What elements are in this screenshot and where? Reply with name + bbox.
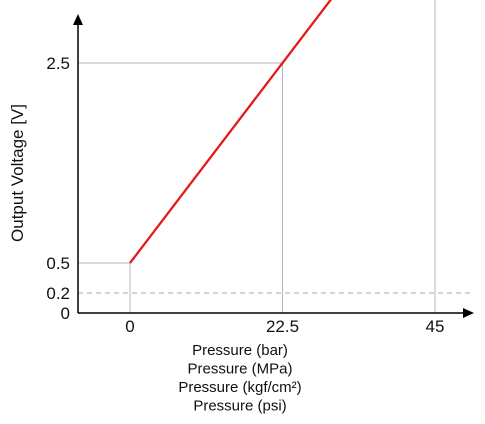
x-tick-label: 22.5 <box>266 317 299 336</box>
x-tick-label: 0 <box>125 317 134 336</box>
x-axis-arrow-icon <box>463 308 474 318</box>
x-axis-label: Pressure (psi) <box>193 398 286 415</box>
x-axis-label: Pressure (MPa) <box>187 361 292 378</box>
y-axis-arrow-icon <box>73 14 83 25</box>
series-line <box>129 0 332 264</box>
x-axis-label: Pressure (bar) <box>192 342 288 359</box>
y-tick-label: 2.5 <box>46 54 70 73</box>
y-tick-label: 0.5 <box>46 254 70 273</box>
y-tick-label: 0.2 <box>46 284 70 303</box>
x-tick-label: 45 <box>426 317 445 336</box>
x-axis-label: Pressure (kgf/cm²) <box>178 379 301 396</box>
y-tick-label: 0 <box>61 304 70 323</box>
y-axis-label: Output Voltage [V] <box>8 104 27 242</box>
